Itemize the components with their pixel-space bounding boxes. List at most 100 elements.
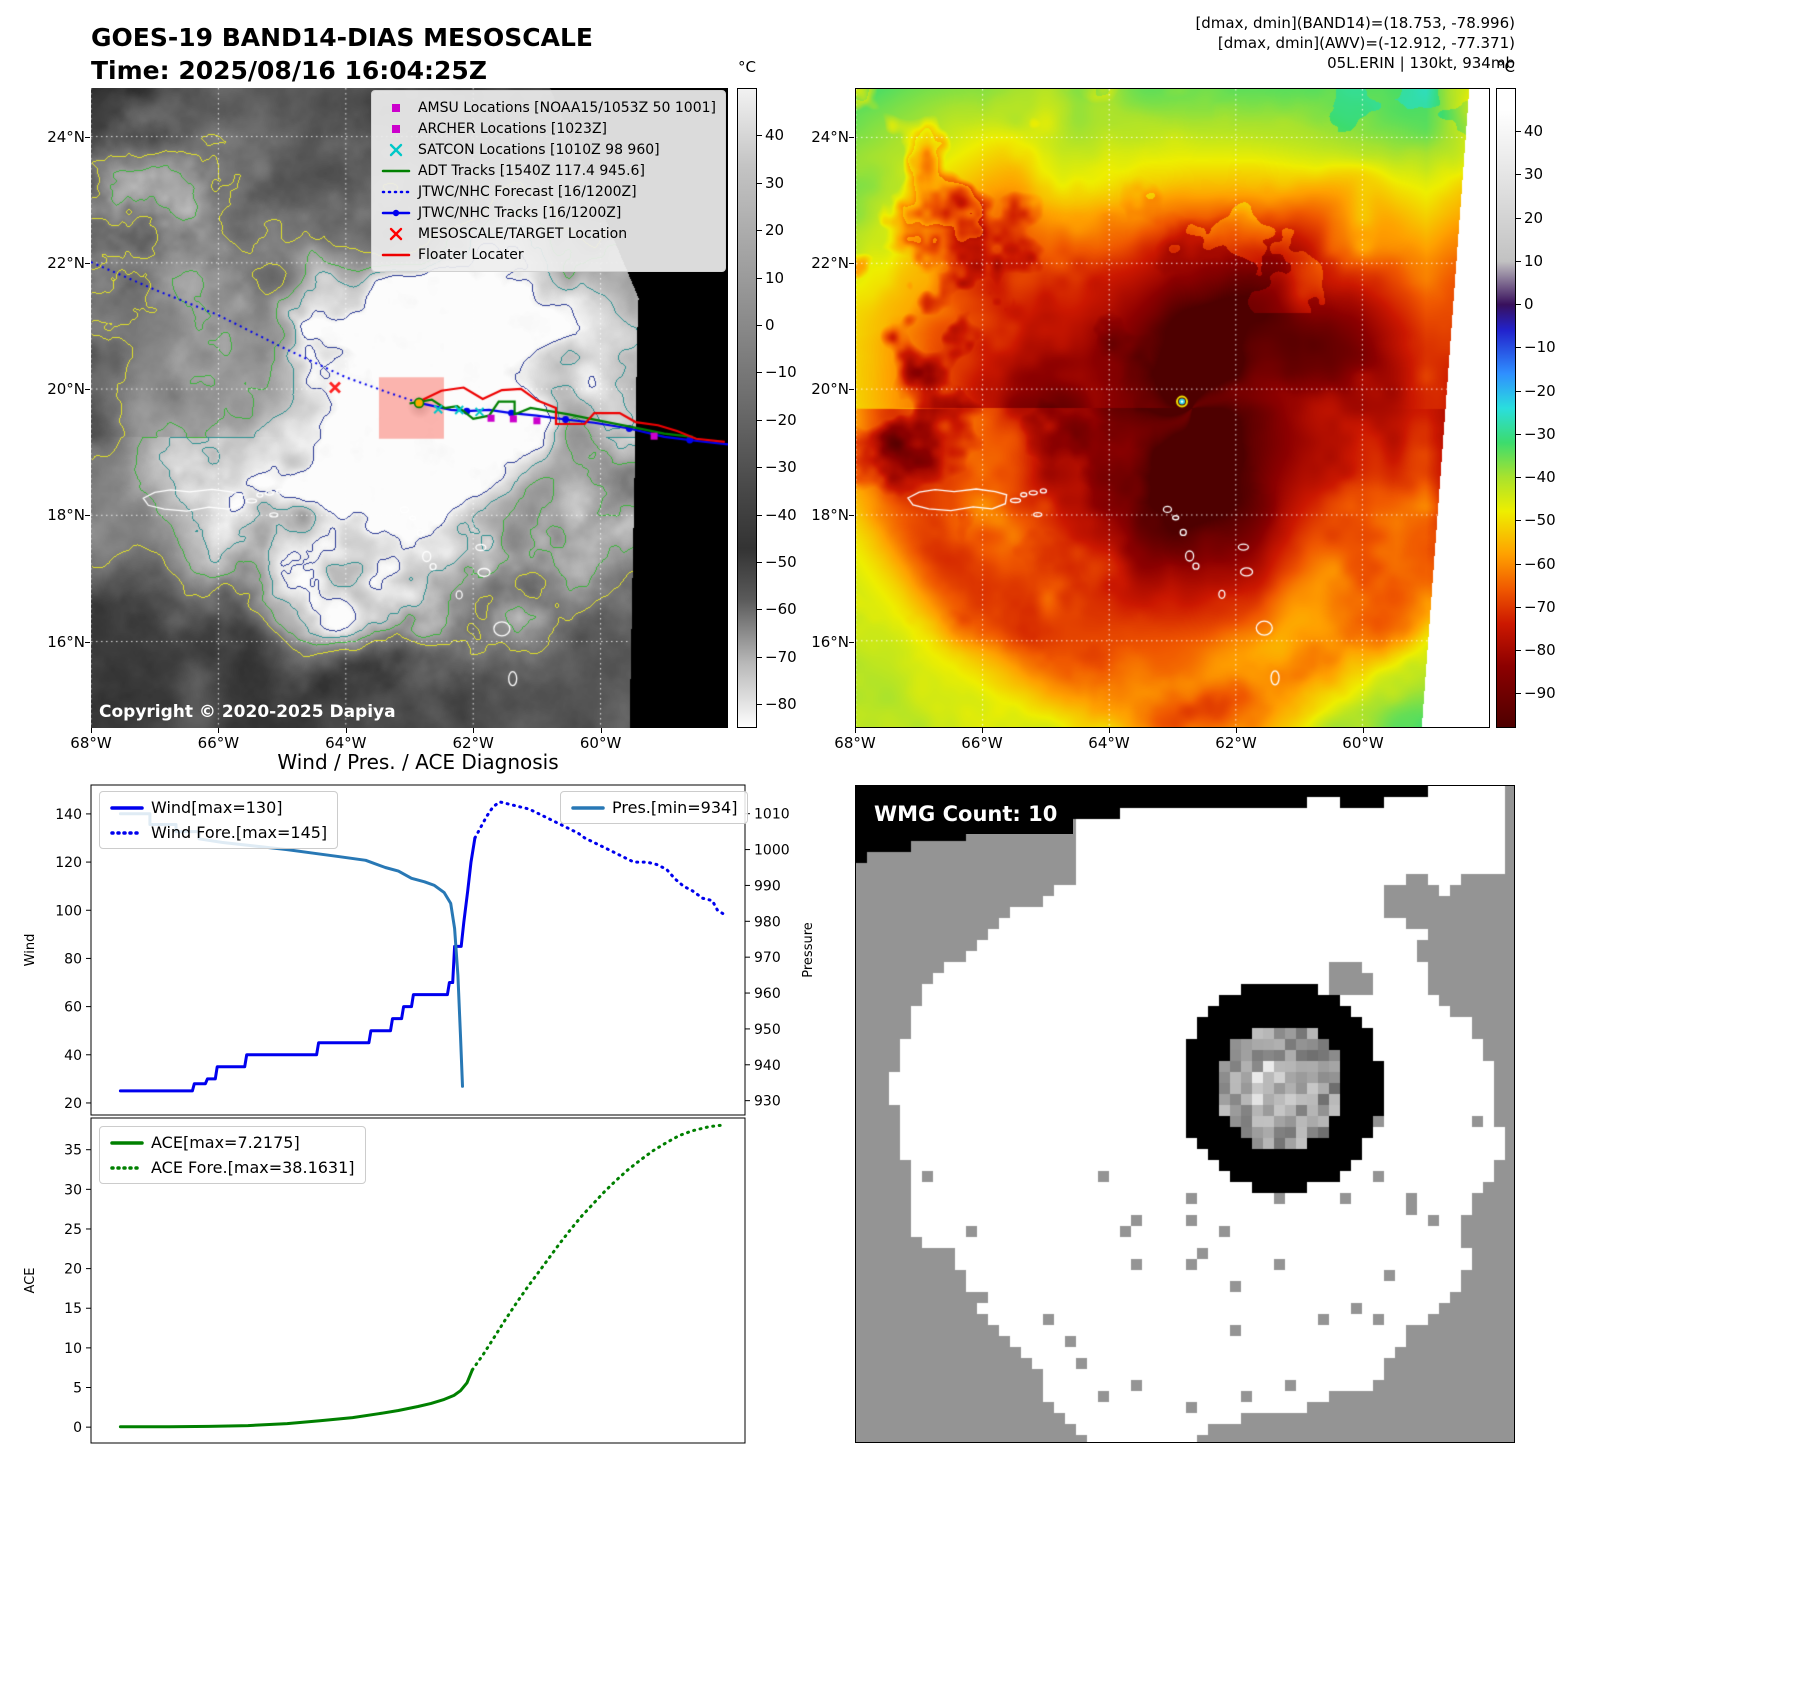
awv-header-line3: 05L.ERIN | 130kt, 934mb [1327,53,1515,72]
colorbar-tick-label: 40 [765,126,785,145]
y2-tick-label: 950 [754,1022,781,1038]
awv-header-line2: [dmax, dmin](AWV)=(-12.912, -77.371) [1217,33,1515,52]
legend-item: Wind Fore.[max=145] [110,822,327,843]
line-marker-icon [381,253,411,256]
y-tick-mark [85,136,90,138]
colorbar-tick-label: −40 [765,505,797,524]
colorbar-tick-label: 20 [1524,208,1544,227]
y-tick-label: 16°N [811,632,849,651]
legend-item: JTWC/NHC Forecast [16/1200Z] [381,181,716,202]
y-tick-mark [85,389,90,391]
colorbar-tick-mark [757,182,762,184]
y2-tick-label: 990 [754,878,781,894]
colorbar-tick-mark [757,609,762,611]
colorbar-tick-label: 30 [765,173,785,192]
y-tick-label: 22°N [47,253,85,272]
y-tick-label: 140 [55,807,82,823]
x-tick-label: 64°W [1088,734,1130,752]
dotted-marker-icon [110,1165,144,1170]
x-tick-mark [1236,728,1237,733]
y-tick-label: 60 [64,1000,82,1016]
x-tick-label: 62°W [1215,734,1257,752]
colorbar-tick-label: −20 [1524,381,1556,400]
colorbar-tick-mark [1516,693,1521,695]
legend-item: AMSU Locations [NOAA15/1053Z 50 1001] [381,97,716,118]
colorbar-tick-mark [757,562,762,564]
awv-map-canvas [856,89,1489,727]
awv-header-line1: [dmax, dmin](BAND14)=(18.753, -78.996) [1195,14,1515,32]
wmg-count-label: WMG Count: 10 [856,796,1074,834]
band14-title-block: GOES-19 BAND14-DIAS MESOSCALE Time: 2025… [91,22,593,87]
colorbar-tick-mark [1516,131,1521,133]
legend-item: Pres.[min=934] [571,797,737,818]
dotted-marker-icon [110,830,144,835]
colorbar-tick-mark [757,325,762,327]
y2-tick-label: 930 [754,1094,781,1110]
legend-item: ARCHER Locations [1023Z] [381,118,716,139]
colorbar-tick-mark [757,514,762,516]
colorbar-tick-label: −30 [1524,424,1556,443]
legend-item-label: Floater Locater [417,246,524,263]
x-tick-mark [1363,728,1364,733]
series-ace-fore- [470,1123,727,1372]
x-tick-label: 62°W [452,734,494,752]
colorbar-tick-mark [757,467,762,469]
y-tick-mark [85,515,90,517]
y-tick-label: 5 [73,1381,82,1397]
colorbar-tick-mark [1516,433,1521,435]
colorbar-tick-mark [757,230,762,232]
x-tick-label: 68°W [70,734,112,752]
legend-item-label: JTWC/NHC Tracks [16/1200Z] [417,204,622,221]
series-wind [118,836,477,1093]
legend-item-label: Wind Fore.[max=145] [151,823,328,842]
colorbar-tick-label: −50 [765,553,797,572]
legend-item-label: ACE Fore.[max=38.1631] [151,1158,355,1177]
wmg-panel: WMG Count: 10 [855,785,1515,1443]
colorbar-tick-mark [757,704,762,706]
legend-item: MESOSCALE/TARGET Location [381,223,716,244]
colorbar-tick-label: −70 [765,647,797,666]
colorbar-tick-label: −80 [1524,641,1556,660]
y-tick-mark [85,262,90,264]
band14-legend: AMSU Locations [NOAA15/1053Z 50 1001] ARC… [370,90,726,272]
diagnosis-charts: 2040608010012014093094095096097098099010… [23,784,816,1444]
x-tick-mark [218,728,220,733]
y-tick-mark [849,515,854,517]
legend-item: ADT Tracks [1540Z 117.4 945.6] [381,160,716,181]
colorbar-tick-label: −20 [765,410,797,429]
y-tick-label: 18°N [811,506,849,525]
colorbar-tick-mark [1516,217,1521,219]
y-tick-label: 16°N [47,632,85,651]
awv-header: [dmax, dmin](BAND14)=(18.753, -78.996) [… [1000,14,1515,73]
x-tick-mark [473,728,475,733]
x-tick-mark [855,728,856,733]
y-tick-label: 20°N [811,380,849,399]
colorbar-tick-mark [757,372,762,374]
y-tick-label: 30 [64,1182,82,1198]
legend-item-label: ARCHER Locations [1023Z] [417,120,608,137]
y2-tick-label: 940 [754,1058,781,1074]
y-tick-label: 10 [64,1341,82,1357]
legend-item-label: Pres.[min=934] [612,798,738,817]
dotted-marker-icon [381,190,411,193]
y-tick-mark [849,641,854,643]
band14-colorbar-unit: °C [738,58,756,76]
x-tick-mark [600,728,602,733]
y-tick-label: 24°N [811,127,849,146]
colorbar-tick-label: 40 [1524,122,1544,141]
y2-tick-label: 980 [754,914,781,930]
colorbar-tick-label: −60 [1524,554,1556,573]
x-tick-mark [1109,728,1110,733]
colorbar-tick-label: −50 [1524,511,1556,530]
square-marker-icon [391,103,400,112]
legend-item-label: ACE[max=7.2175] [151,1133,300,1152]
y-tick-mark [85,641,90,643]
awv-colorbar-unit: °C [1497,58,1515,76]
legend-item: ACE[max=7.2175] [110,1132,355,1153]
y2-tick-label: 1000 [754,843,790,859]
y-tick-label: 100 [55,903,82,919]
x-tick-mark [982,728,983,733]
y-tick-label: 22°N [811,253,849,272]
y-tick-label: 120 [55,855,82,871]
